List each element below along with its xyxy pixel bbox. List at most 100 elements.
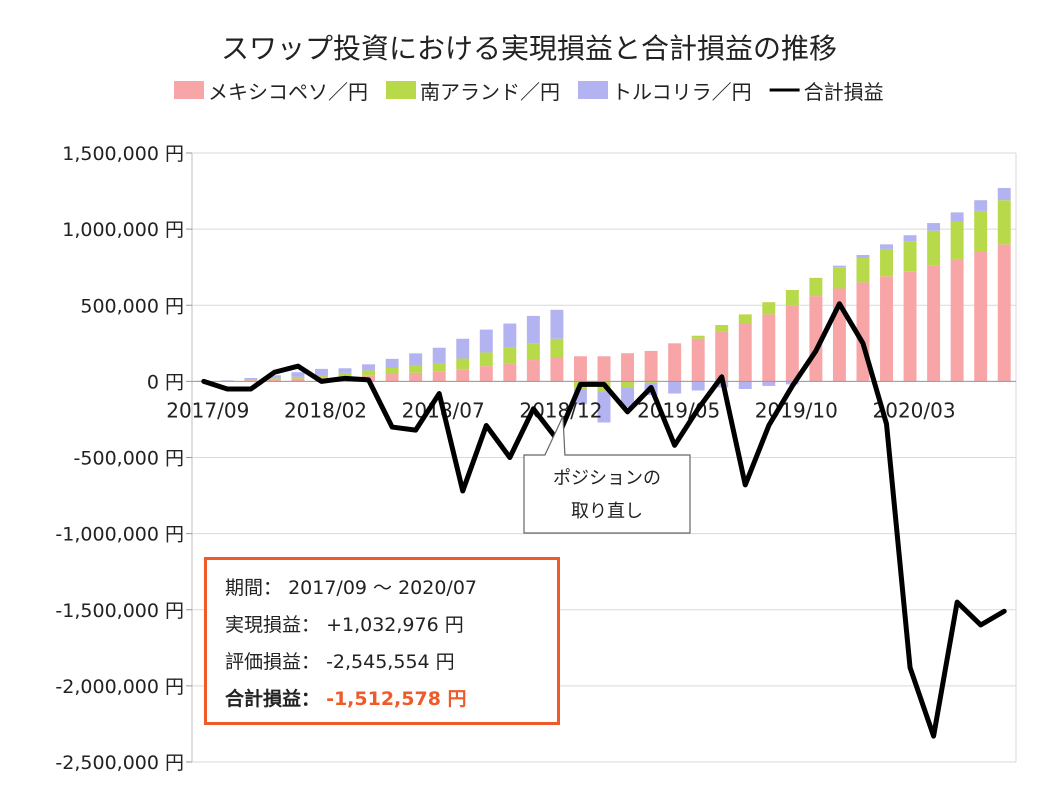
bar <box>526 343 540 361</box>
bar <box>550 357 564 382</box>
bar <box>385 374 399 382</box>
y-tick-label: -1,000,000 円 <box>55 524 184 546</box>
bar <box>621 387 635 408</box>
bar <box>456 358 470 370</box>
annotation-text-line2: 取り直し <box>571 501 643 522</box>
summary-total-row: 合計損益： -1,512,578 円 <box>225 681 539 718</box>
bar <box>691 338 705 382</box>
bar <box>291 372 305 377</box>
y-tick-label: -1,500,000 円 <box>55 600 184 622</box>
bar <box>267 375 281 379</box>
bar <box>385 358 399 368</box>
unrealized-value: -2,545,554 円 <box>326 651 455 673</box>
bar <box>903 235 917 242</box>
bar <box>621 381 635 388</box>
y-axis-ticks: 1,500,000 円 1,000,000 円 500,000 円 0 円 -500,0… <box>55 143 192 774</box>
bar <box>974 210 988 252</box>
bar <box>456 338 470 359</box>
bar <box>385 367 399 375</box>
bar <box>832 267 846 289</box>
bar <box>762 314 776 382</box>
bar <box>880 276 893 382</box>
bar <box>950 259 964 382</box>
bar <box>503 363 517 382</box>
bar <box>315 368 328 375</box>
unrealized-label: 評価損益： <box>225 651 321 673</box>
bar <box>503 323 517 348</box>
total-line <box>201 301 1007 739</box>
period-value: 2017/09 ～ 2020/07 <box>288 577 478 599</box>
x-tick-label: 2019/10 <box>755 398 838 422</box>
bar <box>809 277 823 297</box>
summary-box: 期間： 2017/09 ～ 2020/07 実現損益： +1,032,976 円… <box>204 557 560 725</box>
realized-label: 実現損益： <box>225 614 321 636</box>
legend-label: 南アランド／円 <box>420 80 560 104</box>
bar <box>267 378 281 380</box>
bar <box>244 379 258 381</box>
y-tick-label: 500,000 円 <box>80 295 184 317</box>
x-tick-label: 2019/05 <box>637 398 720 422</box>
bar <box>432 362 446 372</box>
annotation-text-line1: ポジションの <box>553 468 661 489</box>
bar <box>950 212 964 222</box>
legend-label: 合計損益 <box>804 80 884 104</box>
bar <box>338 372 352 377</box>
total-label: 合計損益： <box>225 688 321 710</box>
bar <box>644 350 658 382</box>
realized-value: +1,032,976 円 <box>326 614 464 636</box>
bar <box>691 335 705 339</box>
bar <box>526 360 540 382</box>
bar <box>974 200 988 211</box>
summary-realized-row: 実現損益： +1,032,976 円 <box>225 607 539 644</box>
bar <box>526 315 540 344</box>
bar <box>644 381 658 383</box>
bar <box>362 370 376 376</box>
bar <box>597 392 611 423</box>
annotation-callout: ポジションの 取り直し <box>523 416 691 534</box>
bar <box>903 271 917 382</box>
bar <box>738 314 752 324</box>
bar <box>220 380 234 381</box>
y-tick-label: -2,000,000 円 <box>55 676 184 698</box>
bar <box>267 379 281 382</box>
chart-title: スワップ投資における実現損益と合計損益の推移 <box>221 32 837 65</box>
bar <box>456 369 470 382</box>
bar <box>715 325 729 332</box>
bar <box>244 378 258 380</box>
period-label: 期間： <box>225 577 283 599</box>
legend-swatch <box>386 81 416 99</box>
bar <box>479 352 493 367</box>
bar <box>479 366 493 382</box>
bar <box>503 347 517 364</box>
bar <box>856 255 870 259</box>
bar <box>762 302 776 315</box>
bars <box>192 188 1016 423</box>
y-tick-label: 1,000,000 円 <box>62 219 184 241</box>
bar <box>409 365 423 373</box>
annotation-shape <box>523 416 691 534</box>
bar <box>762 381 776 386</box>
bar <box>785 290 799 306</box>
total-value: -1,512,578 円 <box>326 688 467 710</box>
bar <box>903 241 917 272</box>
x-axis-ticks: 2017/09 2018/02 2018/07 2018/12 2019/05 2019/… <box>166 398 955 422</box>
x-tick-label: 2018/02 <box>284 398 367 422</box>
bar <box>880 244 893 249</box>
bar <box>668 381 682 394</box>
bar <box>550 338 564 358</box>
bar <box>715 331 729 382</box>
legend-label: トルコリラ／円 <box>612 80 752 104</box>
bar <box>668 343 682 382</box>
bar <box>880 248 893 277</box>
bar <box>621 353 635 382</box>
bar <box>856 258 870 283</box>
bar <box>432 347 446 363</box>
bar <box>738 381 752 389</box>
bar <box>691 381 705 391</box>
legend-swatch <box>174 81 204 99</box>
bar <box>244 380 258 382</box>
bar <box>785 305 799 382</box>
bar <box>479 329 493 353</box>
bar <box>291 378 305 382</box>
